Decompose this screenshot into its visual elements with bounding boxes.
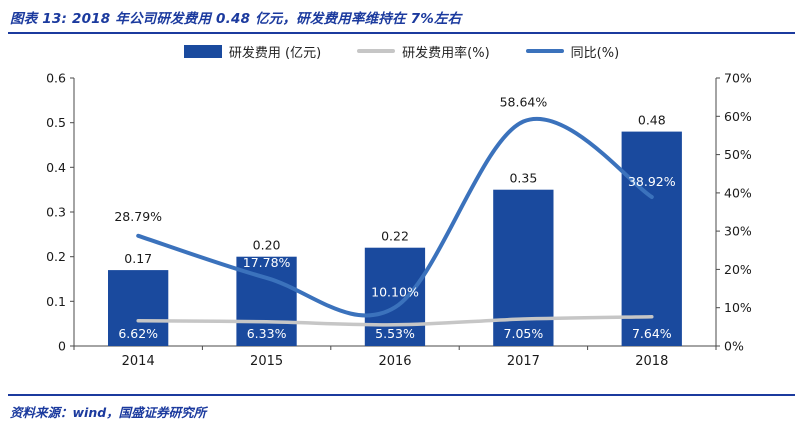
yoy-line [136,117,654,318]
rate-line [136,314,654,327]
yoy-label: 17.78% [243,255,291,270]
bar-value-label: 0.22 [381,229,409,244]
left-tick-label: 0.5 [46,115,66,130]
bar-value-label: 0.48 [638,113,666,128]
bar-value-label: 0.20 [253,238,281,253]
bar [493,189,554,346]
left-tick-label: 0.2 [46,249,66,264]
source-note: 资料来源：wind，国盛证券研究所 [8,394,795,421]
right-tick-label: 70% [724,71,752,86]
left-tick-label: 0.4 [46,160,66,175]
left-tick-label: 0 [58,339,66,354]
category-label: 2017 [507,354,540,369]
right-tick-label: 20% [724,262,752,277]
yoy-label: 28.79% [114,209,162,224]
yoy-label: 58.64% [500,95,548,110]
left-tick-label: 0.3 [46,205,66,220]
right-tick-label: 40% [724,185,752,200]
legend-item-yoy: 同比(%) [525,42,620,61]
rate-label: 7.05% [504,326,544,341]
legend-item-bar: 研发费用 (亿元) [183,42,322,61]
top-divider [8,32,795,34]
left-tick-label: 0.6 [46,71,66,86]
right-tick-label: 30% [724,224,752,239]
bar [621,131,682,346]
bar [108,270,169,346]
legend-label-yoy: 同比(%) [570,45,620,61]
category-label: 2014 [122,354,155,369]
rate-line-swatch [357,49,396,53]
chart-area: 0 0.1 0.2 0.3 0.4 0.5 0.6 0% 10% 20% 30% 40% 50% 60% 7… [24,64,803,386]
left-tick-label: 0.1 [46,294,66,309]
legend-item-rate: 研发费用率(%) [357,42,490,61]
bar-value-label: 0.17 [124,251,152,266]
category-label: 2015 [250,354,283,369]
bar-series-swatch [183,44,222,58]
rate-label: 6.62% [118,326,158,341]
figure-title: 图表 13: 2018 年公司研发费用 0.48 亿元，研发费用率维持在 7%左… [10,11,462,27]
category-label: 2018 [635,354,668,369]
rate-label: 6.33% [247,326,287,341]
yoy-label: 38.92% [628,174,676,189]
right-tick-label: 60% [724,109,752,124]
chart-legend: 研发费用 (亿元) 研发费用率(%) 同比(%) [0,38,803,64]
combo-chart-svg: 0 0.1 0.2 0.3 0.4 0.5 0.6 0% 10% 20% 30% 40% 50% 60% 7… [46,71,752,370]
legend-label-bar: 研发费用 (亿元) [228,45,322,61]
rate-label: 5.53% [375,326,415,341]
yoy-line-swatch [525,49,564,53]
rate-label: 7.64% [632,326,672,341]
right-tick-label: 50% [724,147,752,162]
right-tick-label: 0% [724,339,744,354]
bar [364,247,426,346]
legend-label-rate: 研发费用率(%) [402,45,490,61]
yoy-label: 10.10% [371,284,419,299]
right-tick-label: 10% [724,300,752,315]
category-label: 2016 [378,354,411,369]
bar-value-label: 0.35 [509,171,537,186]
